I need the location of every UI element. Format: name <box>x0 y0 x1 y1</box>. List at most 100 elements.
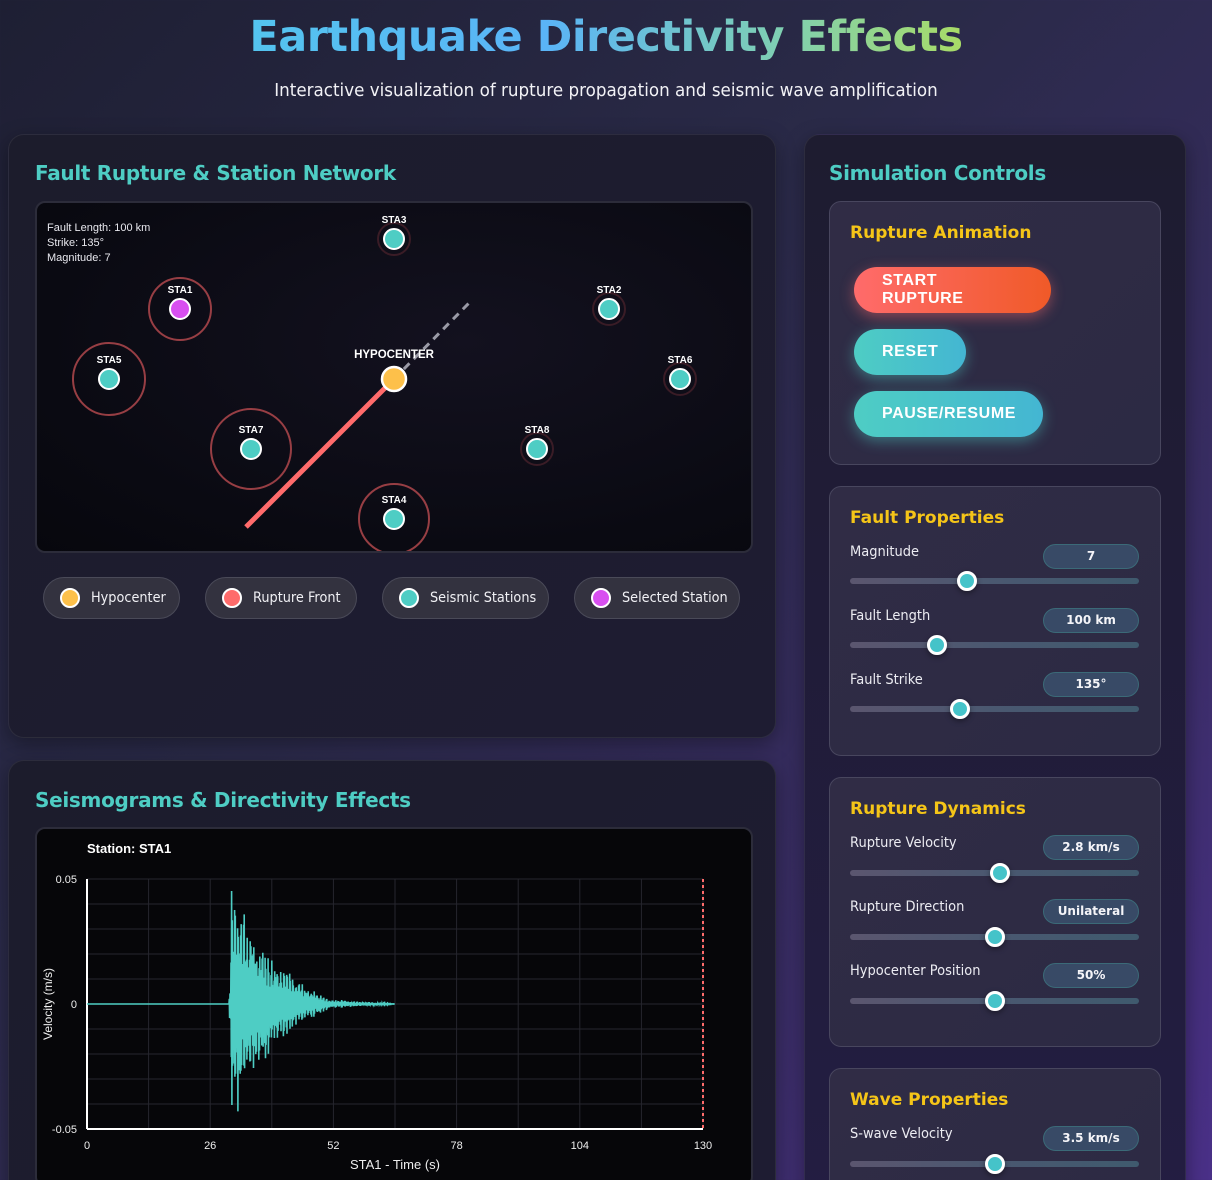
fault-length-slider[interactable] <box>850 635 1139 655</box>
page-title: Earthquake Directivity Effects <box>0 12 1212 62</box>
fault-strike-slider[interactable] <box>850 699 1139 719</box>
hypocenter-position-label: Hypocenter Position <box>850 963 981 979</box>
station-label: STA6 <box>668 355 693 366</box>
fault-map-canvas[interactable]: STA1 STA2 STA3 STA4 STA5 STA6 STA7 STA8 HYPOCENT… <box>35 201 753 553</box>
fault-properties-group: Fault Properties Magnitude 7 Fault Lengt… <box>829 486 1161 756</box>
s-wave-velocity-slider[interactable] <box>850 1154 1139 1174</box>
magnitude-slider-thumb[interactable] <box>957 571 978 591</box>
fault-strike-value: 135° <box>1043 672 1139 697</box>
x-axis-label: STA1 - Time (s) <box>350 1157 440 1172</box>
wave-properties-title: Wave Properties <box>850 1090 1009 1110</box>
station-marker-icon[interactable] <box>598 298 620 320</box>
rupture-velocity-slider[interactable] <box>850 863 1139 883</box>
fault-rupture-panel: Fault Rupture & Station Network STA1 STA2… <box>8 134 776 738</box>
station-sta6[interactable]: STA6 <box>663 355 697 396</box>
hypocenter-dot-icon <box>60 588 80 608</box>
s-wave-velocity-label: S-wave Velocity <box>850 1126 953 1142</box>
fault-strike-slider-thumb[interactable] <box>949 699 970 719</box>
station-sta3[interactable]: STA3 <box>377 215 411 256</box>
station-marker-icon[interactable] <box>526 438 548 460</box>
selected-station-dot-icon <box>591 588 611 608</box>
station-marker-icon[interactable] <box>169 298 191 320</box>
seismogram-svg: 0 26 52 78 104 130 0.05 0 -0.05 STA1 - Time (s) Ve… <box>41 841 712 1172</box>
svg-text:52: 52 <box>327 1140 339 1152</box>
rupture-animation-title: Rupture Animation <box>850 223 1032 243</box>
map-info-overlay: Fault Length: 100 km Strike: 135° Magnit… <box>47 221 150 266</box>
station-sta1[interactable]: STA1 <box>148 277 212 341</box>
wave-properties-group: Wave Properties S-wave Velocity 3.5 km/s <box>829 1068 1161 1180</box>
rupture-direction-label: Rupture Direction <box>850 899 965 915</box>
seismogram-panel-title: Seismograms & Directivity Effects <box>35 788 411 812</box>
svg-text:26: 26 <box>204 1140 216 1152</box>
station-label: STA3 <box>382 215 407 226</box>
rupture-direction-value: Unilateral <box>1043 899 1139 924</box>
seismogram-chart: 0 26 52 78 104 130 0.05 0 -0.05 STA1 - Time (s) Ve… <box>35 827 753 1180</box>
hypocenter-position-slider[interactable] <box>850 991 1139 1011</box>
s-wave-velocity-slider-thumb[interactable] <box>984 1154 1005 1174</box>
station-marker-icon[interactable] <box>240 438 262 460</box>
reset-button[interactable]: RESET <box>854 329 966 375</box>
seismogram-panel: Seismograms & Directivity Effects 0 26 52 7… <box>8 760 776 1180</box>
svg-text:0: 0 <box>71 999 77 1011</box>
station-sta7[interactable]: STA7 <box>210 408 292 490</box>
legend-seismic-stations: Seismic Stations <box>382 577 549 619</box>
rupture-dynamics-title: Rupture Dynamics <box>850 799 1026 819</box>
rupture-animation-group: Rupture Animation START RUPTURE RESET PA… <box>829 201 1161 465</box>
rupture-dynamics-group: Rupture Dynamics Rupture Velocity 2.8 km… <box>829 777 1161 1047</box>
svg-text:130: 130 <box>694 1140 712 1152</box>
magnitude-label: Magnitude <box>850 544 919 560</box>
fault-length-slider-thumb[interactable] <box>926 635 947 655</box>
station-sta4[interactable]: STA4 <box>358 483 430 553</box>
svg-text:104: 104 <box>571 1140 589 1152</box>
start-rupture-button[interactable]: START RUPTURE <box>854 267 1051 313</box>
hypocenter-marker-icon <box>380 365 408 393</box>
page-subtitle: Interactive visualization of rupture pro… <box>274 80 938 101</box>
station-dot-icon <box>399 588 419 608</box>
station-marker-icon[interactable] <box>383 508 405 530</box>
rupture-velocity-label: Rupture Velocity <box>850 835 957 851</box>
svg-text:78: 78 <box>450 1140 462 1152</box>
simulation-controls-panel: Simulation Controls Rupture Animation ST… <box>804 134 1186 1180</box>
fault-strike-label: Fault Strike <box>850 672 923 688</box>
hypocenter-position-slider-thumb[interactable] <box>984 991 1005 1011</box>
strike-info: Strike: 135° <box>47 237 104 249</box>
fault-length-label: Fault Length <box>850 608 931 624</box>
rupture-velocity-value: 2.8 km/s <box>1043 835 1139 860</box>
station-sta2[interactable]: STA2 <box>592 285 626 326</box>
legend-rupture-front: Rupture Front <box>205 577 357 619</box>
hypocenter-position-value: 50% <box>1043 963 1139 988</box>
station-label: STA5 <box>97 355 122 366</box>
legend-hypocenter: Hypocenter <box>43 577 180 619</box>
hypocenter-label: HYPOCENTER <box>354 349 435 361</box>
fault-length-value: 100 km <box>1043 608 1139 633</box>
rupture-front-dot-icon <box>222 588 242 608</box>
station-marker-icon[interactable] <box>383 228 405 250</box>
station-sta8[interactable]: STA8 <box>520 425 554 466</box>
station-label: STA1 <box>168 285 193 296</box>
magnitude-info: Magnitude: 7 <box>47 252 111 264</box>
svg-text:0: 0 <box>84 1140 90 1152</box>
legend-selected-station: Selected Station <box>574 577 740 619</box>
fault-panel-title: Fault Rupture & Station Network <box>35 161 396 185</box>
magnitude-value: 7 <box>1043 544 1139 569</box>
svg-text:-0.05: -0.05 <box>52 1124 77 1136</box>
projected-fault-line <box>392 301 471 381</box>
controls-panel-title: Simulation Controls <box>829 161 1046 185</box>
station-label: STA4 <box>382 495 407 506</box>
station-label: STA8 <box>525 425 550 436</box>
rupture-velocity-slider-thumb[interactable] <box>990 863 1011 883</box>
station-marker-icon[interactable] <box>669 368 691 390</box>
fault-properties-title: Fault Properties <box>850 508 1005 528</box>
rupture-direction-slider[interactable] <box>850 927 1139 947</box>
station-label: STA7 <box>239 425 264 436</box>
svg-text:0.05: 0.05 <box>56 874 77 886</box>
rupture-direction-slider-thumb[interactable] <box>984 927 1005 947</box>
seismogram-trace <box>87 890 395 1112</box>
pause-resume-button[interactable]: PAUSE/RESUME <box>854 391 1043 437</box>
s-wave-velocity-value: 3.5 km/s <box>1043 1126 1139 1151</box>
station-label: STA2 <box>597 285 622 296</box>
fault-map-svg: STA1 STA2 STA3 STA4 STA5 STA6 STA7 STA8 HYPOCENT… <box>72 215 697 553</box>
station-sta5[interactable]: STA5 <box>72 342 146 416</box>
station-marker-icon[interactable] <box>98 368 120 390</box>
magnitude-slider[interactable] <box>850 571 1139 591</box>
